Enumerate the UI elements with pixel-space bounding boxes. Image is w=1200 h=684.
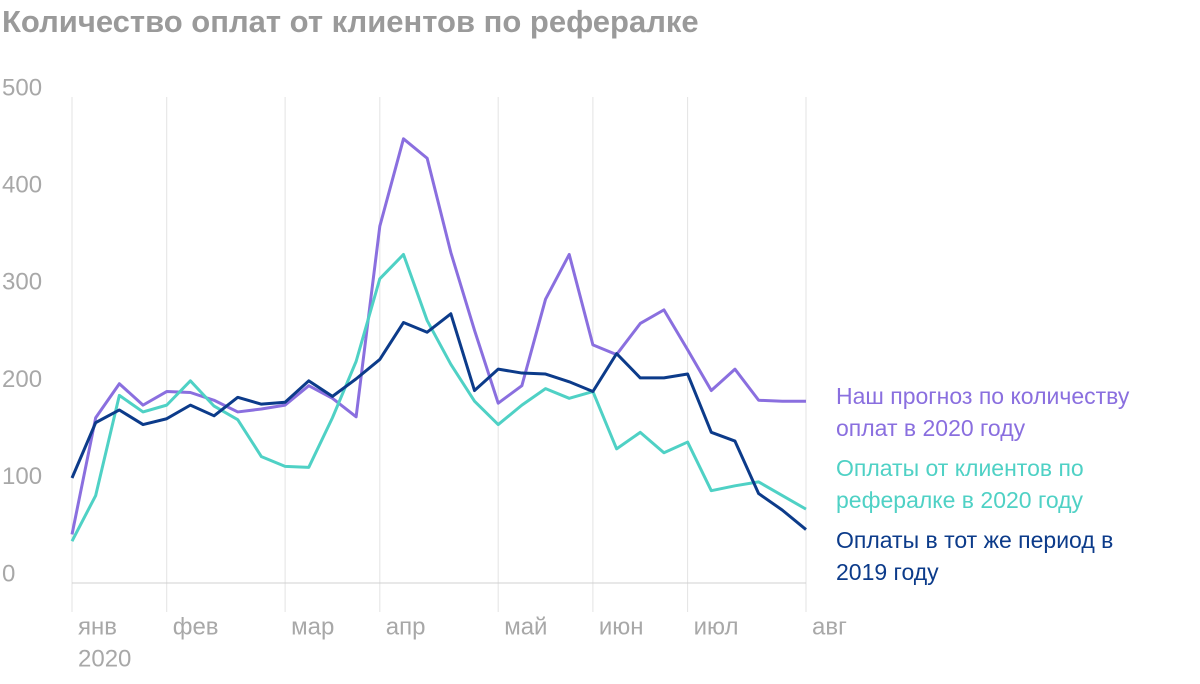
x-tick-label: май [504,613,547,640]
x-tick-label: июн [599,613,644,640]
x-year-label: 2020 [78,645,131,672]
legend-entry: Оплаты от клиентов по рефералке в 2020 г… [836,455,1084,513]
series-line [70,252,807,542]
legend-entry: Оплаты в тот же период в 2019 году [836,527,1114,585]
x-tick-label: апр [386,613,426,640]
y-tick-label: 200 [2,366,42,393]
x-tick-label: авг [812,613,847,640]
series-line [70,137,806,535]
x-tick-label: янв [78,613,117,640]
y-tick-label: 100 [2,463,42,490]
legend-entry: Наш прогноз по количеству оплат в 2020 г… [836,383,1130,441]
y-tick-label: 0 [2,560,15,587]
x-tick-label: мар [291,613,334,640]
series-line [70,312,807,531]
x-tick-label: фев [173,613,219,640]
x-tick-label: июл [694,613,739,640]
y-tick-label: 400 [2,172,42,199]
chart-title: Количество оплат от клиентов по рефералк… [2,4,699,39]
y-tick-label: 500 [2,74,42,101]
y-tick-label: 300 [2,269,42,296]
